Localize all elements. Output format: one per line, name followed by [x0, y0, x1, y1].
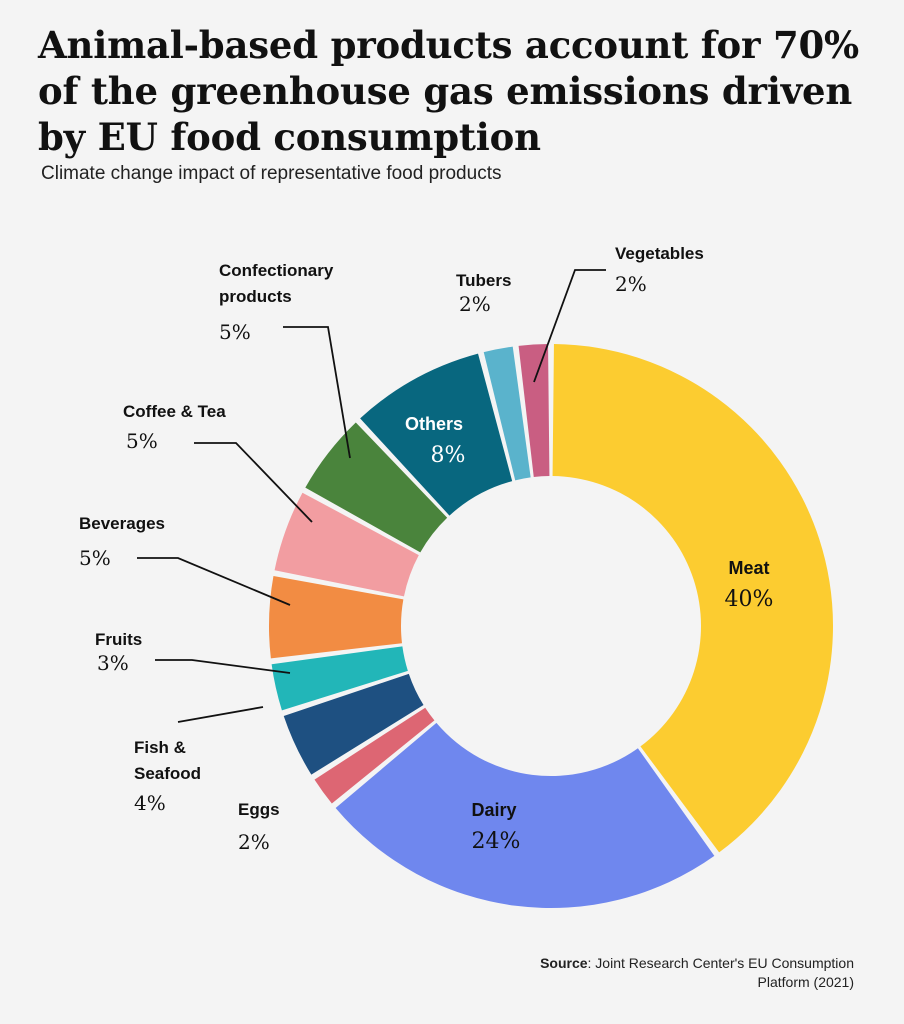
label-confectionary-name-2: products	[219, 287, 292, 306]
label-dairy-value: 24%	[472, 829, 521, 854]
label-others-name: Others	[405, 414, 463, 434]
label-tubers-name: Tubers	[456, 271, 511, 290]
slice-meat	[552, 344, 833, 853]
leader-vegetables	[533, 269, 606, 383]
chart-subtitle: Climate change impact of representative …	[41, 163, 502, 184]
source-note: Source: Joint Research Center's EU Consu…	[494, 954, 854, 992]
slice-eggs	[314, 707, 435, 804]
label-eggs-value: 2%	[238, 830, 270, 854]
slice-confectionary-products	[305, 422, 448, 553]
label-fruits-value: 3%	[97, 651, 129, 675]
label-coffee-name: Coffee & Tea	[123, 402, 226, 421]
label-fruits-name: Fruits	[95, 630, 142, 649]
slice-vegetables	[518, 344, 550, 477]
label-meat-value: 40%	[725, 587, 774, 612]
leader-coffee	[194, 442, 313, 523]
source-label: Source	[540, 955, 588, 971]
label-beverages-value: 5%	[79, 546, 111, 570]
leader-fish	[177, 706, 264, 723]
slice-beverages	[268, 576, 404, 659]
label-dairy-name: Dairy	[471, 800, 516, 820]
label-eggs-name: Eggs	[238, 800, 280, 819]
label-meat-name: Meat	[728, 558, 769, 578]
slice-fish-and-seafood	[283, 673, 424, 775]
source-text: : Joint Research Center's EU Consumption…	[587, 955, 854, 990]
label-vegetables-value: 2%	[615, 272, 647, 296]
label-tubers-value: 2%	[459, 292, 491, 316]
slice-tubers	[483, 346, 531, 481]
slice-dairy	[335, 722, 715, 908]
slice-coffee-and-tea	[274, 492, 419, 597]
leader-beverages	[137, 557, 291, 606]
label-others-value: 8%	[431, 443, 466, 468]
label-vegetables-name: Vegetables	[615, 244, 704, 263]
leader-fruits	[155, 659, 291, 674]
label-beverages-name: Beverages	[79, 514, 165, 533]
label-confectionary-name-1: Confectionary	[219, 261, 334, 280]
label-confectionary-value: 5%	[219, 320, 251, 344]
label-coffee-value: 5%	[126, 429, 158, 453]
chart-title: Animal-based products account for 70% of…	[38, 23, 860, 159]
label-fish-name-1: Fish &	[134, 738, 186, 757]
label-fish-name-2: Seafood	[134, 764, 201, 783]
leader-confectionary	[283, 326, 351, 459]
slice-fruits	[271, 646, 408, 711]
label-fish-value: 4%	[134, 791, 166, 815]
slice-others	[360, 353, 513, 516]
